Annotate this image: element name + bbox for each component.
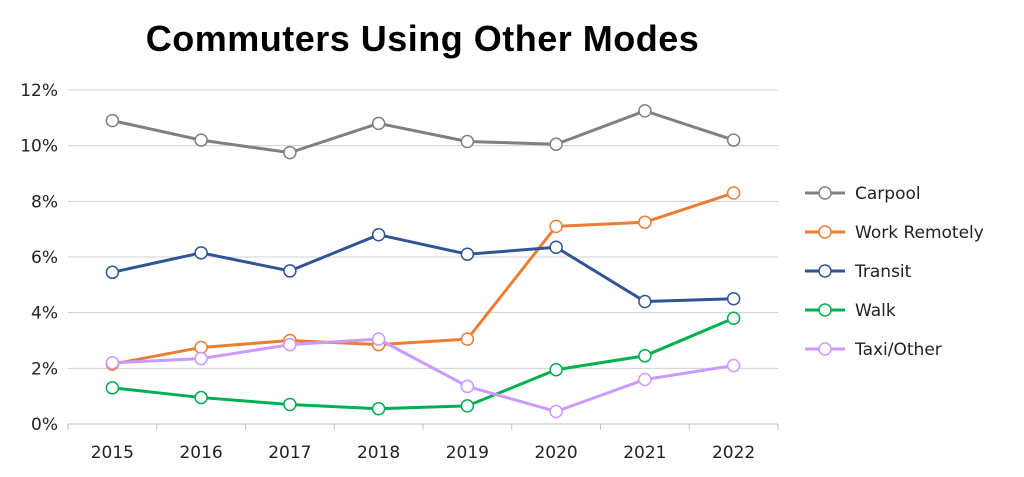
data-point-walk [460, 399, 475, 413]
data-point-work-remotely [549, 219, 563, 234]
legend-swatch-marker [818, 186, 832, 200]
y-tick-label: 2% [31, 359, 58, 379]
data-point-transit [283, 264, 297, 278]
data-point-carpool [638, 104, 652, 118]
data-point-walk [105, 381, 120, 395]
data-point-walk [549, 362, 563, 377]
x-tick-label: 2016 [179, 443, 222, 463]
data-point-taxi-other [726, 358, 741, 373]
x-tick-label: 2020 [534, 443, 577, 463]
data-point-carpool [194, 133, 208, 147]
legend-swatch-marker [818, 264, 832, 278]
data-point-transit [638, 294, 652, 309]
series-line-taxi-other [112, 337, 734, 413]
legend-item-walk: Walk [805, 301, 896, 321]
legend-swatch-marker [818, 303, 832, 317]
data-point-walk [283, 397, 297, 412]
y-tick-label: 8% [31, 192, 58, 212]
data-point-work-remotely [460, 332, 475, 346]
data-point-walk [371, 401, 386, 416]
x-tick-label: 2022 [712, 443, 755, 463]
data-point-carpool [105, 113, 120, 128]
data-point-taxi-other [549, 404, 563, 419]
data-point-carpool [371, 116, 386, 131]
x-tick-label: 2018 [357, 443, 400, 463]
data-point-walk [638, 349, 652, 363]
series-walk [105, 311, 741, 416]
data-point-work-remotely [638, 215, 652, 229]
data-point-walk [194, 390, 208, 405]
axes: 0% 2% 4% 6% 8% 10% 12% 2015 2016 2017 2018 2019 2020… [20, 81, 779, 463]
y-tick-label: 0% [31, 415, 58, 435]
data-point-taxi-other [194, 351, 208, 366]
series-taxi-other [105, 332, 741, 419]
legend: Carpool Work Remotely Transit Walk Taxi/Othe… [805, 184, 984, 360]
data-point-transit [460, 247, 475, 261]
data-point-taxi-other [283, 337, 297, 352]
series-line-work-remotely [112, 191, 735, 366]
x-tick-label: 2021 [623, 443, 666, 463]
legend-swatch-marker [818, 342, 832, 356]
series-work-remotely [105, 186, 741, 371]
legend-label: Work Remotely [855, 223, 984, 243]
legend-label: Transit [854, 262, 912, 282]
data-point-carpool [283, 145, 297, 160]
series-transit [105, 227, 741, 309]
data-point-carpool [726, 133, 741, 147]
y-tick-label: 4% [31, 304, 58, 324]
x-tick-label: 2015 [91, 443, 134, 463]
series-carpool [105, 104, 741, 160]
data-point-transit [726, 292, 741, 306]
legend-label: Carpool [855, 184, 921, 204]
y-tick-label: 12% [20, 81, 58, 101]
data-point-work-remotely [726, 186, 741, 200]
data-point-work-remotely [194, 340, 208, 355]
legend-item-carpool: Carpool [805, 184, 921, 204]
series-line-carpool [112, 109, 735, 155]
legend-item-work-remotely: Work Remotely [805, 223, 984, 243]
data-point-taxi-other [105, 356, 120, 370]
chart-title: Commuters Using Other Modes [145, 18, 700, 59]
legend-label: Walk [855, 301, 896, 321]
data-point-taxi-other [371, 332, 386, 346]
legend-item-taxi-other: Taxi/Other [805, 340, 942, 360]
data-point-transit [105, 265, 120, 280]
series-layer [105, 104, 741, 419]
data-point-walk [726, 311, 741, 325]
x-tick-label: 2019 [446, 443, 489, 463]
data-point-taxi-other [638, 372, 652, 387]
x-tick-label: 2017 [268, 443, 311, 463]
data-point-taxi-other [460, 379, 475, 394]
legend-item-transit: Transit [805, 262, 912, 282]
series-line-transit [112, 233, 734, 304]
legend-swatch-marker [818, 225, 832, 239]
data-point-transit [371, 227, 386, 242]
data-point-transit [194, 246, 208, 260]
y-tick-label: 6% [31, 248, 58, 268]
data-point-transit [549, 240, 563, 255]
series-line-walk [112, 316, 735, 411]
data-point-carpool [549, 137, 563, 152]
y-tick-label: 10% [20, 137, 58, 157]
legend-label: Taxi/Other [854, 340, 942, 360]
data-point-carpool [460, 134, 475, 149]
